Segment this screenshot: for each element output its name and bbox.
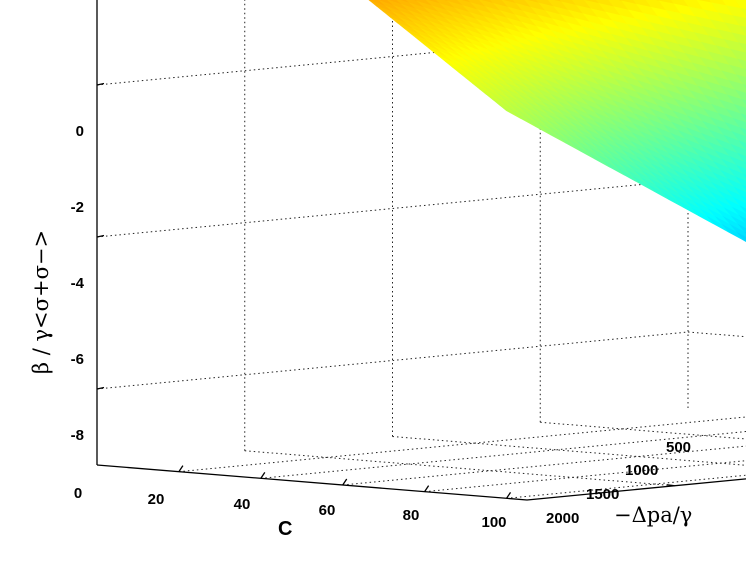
x-axis-line	[96, 464, 528, 501]
z-tick-labels: 0 -2 -4 -6 -8	[71, 123, 85, 444]
x-tick-labels: 0 20 40 60 80 100	[74, 485, 507, 531]
z-tick-label: -8	[71, 427, 84, 444]
z-tick-label: -4	[71, 275, 85, 292]
surface	[368, 0, 746, 242]
y-axis-line	[526, 478, 746, 501]
y-tick-label: 2000	[546, 510, 579, 527]
grid-line	[687, 331, 746, 338]
grid-line	[244, 450, 675, 487]
surface-patch	[499, 104, 522, 120]
z-axis-label: β / γ<σ+σ−>	[29, 230, 53, 374]
grid-line	[342, 445, 746, 486]
x-tick-label: 40	[234, 496, 251, 513]
z-tick-label: -2	[71, 199, 84, 216]
x-axis-label: C	[278, 518, 292, 540]
grid-line	[392, 436, 746, 466]
z-tick-label: -6	[71, 351, 84, 368]
y-tick-label: 1000	[625, 462, 658, 479]
z-tick-mark	[96, 82, 105, 86]
z-tick-mark	[96, 386, 105, 390]
x-tick-mark	[505, 491, 512, 499]
x-tick-mark	[424, 485, 430, 493]
grid-line	[178, 416, 746, 473]
x-tick-label: 60	[319, 502, 336, 519]
grid-lines	[96, 0, 746, 499]
y-tick-label: 1500	[586, 486, 619, 503]
x-tick-label: 20	[148, 491, 165, 508]
axes	[96, 0, 746, 501]
x-tick-mark	[260, 471, 266, 479]
y-tick-labels: 500 1000 1500 2000	[546, 439, 691, 527]
z-tick-mark	[96, 234, 105, 238]
y-axis-label: −Δpa/γ	[614, 503, 692, 527]
x-tick-mark	[178, 465, 184, 473]
x-tick-label: 80	[403, 507, 420, 524]
x-tick-label: 100	[481, 514, 506, 531]
x-tick-mark	[342, 478, 348, 486]
grid-line	[540, 421, 746, 440]
y-tick-mark	[666, 484, 675, 487]
x-tick-label: 0	[74, 485, 82, 502]
y-tick-label: 500	[666, 439, 691, 456]
z-tick-label: 0	[76, 123, 84, 140]
